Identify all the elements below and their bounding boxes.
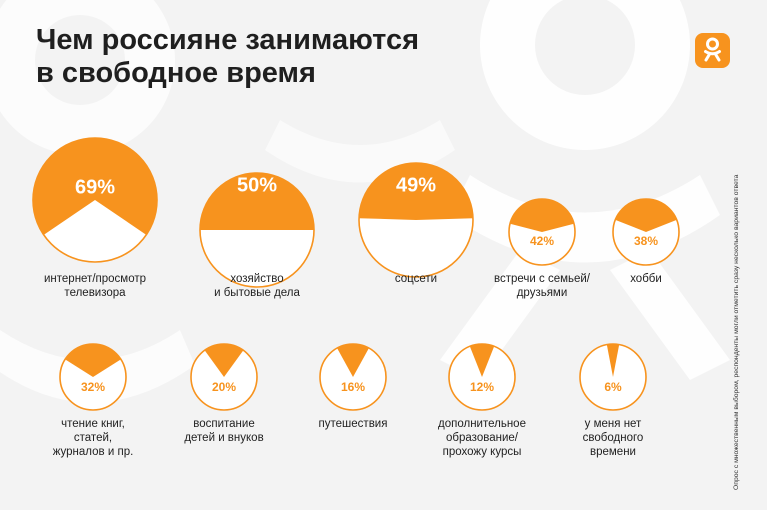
- pie-slice: [200, 173, 314, 230]
- pie-slice: [337, 344, 369, 377]
- value-label: 69%: [75, 176, 115, 198]
- pie-slice: [606, 344, 620, 377]
- footnote: Опрос с множественным выбором, респонден…: [733, 174, 740, 490]
- odnoklassniki-logo-icon: [695, 33, 730, 68]
- value-label: 16%: [341, 380, 365, 394]
- category-label: у меня нет свободного времени: [582, 418, 644, 458]
- pie-slice: [510, 198, 574, 232]
- value-label: 20%: [212, 380, 236, 394]
- title-line-2: в свободное время: [36, 57, 316, 89]
- value-label: 38%: [634, 234, 658, 248]
- value-label: 49%: [396, 174, 436, 196]
- value-label: 12%: [470, 380, 494, 394]
- category-label: воспитание детей и внуков: [184, 418, 264, 444]
- pie-slice: [204, 344, 244, 377]
- pie-slice: [469, 344, 495, 377]
- pie-slice: [32, 138, 157, 235]
- category-label: соцсети: [394, 273, 438, 285]
- page-title: Чем россияне занимаются в свободное врем…: [36, 24, 419, 90]
- pie-slice: [615, 199, 677, 232]
- category-label: путешествия: [318, 418, 388, 430]
- pie-slice: [359, 163, 473, 220]
- pie-slice: [65, 344, 121, 377]
- category-label: интернет/просмотр телевизора: [43, 273, 147, 299]
- value-label: 50%: [237, 174, 277, 196]
- title-line-1: Чем россияне занимаются: [36, 24, 420, 56]
- value-label: 6%: [604, 380, 622, 394]
- category-label: встречи с семьей/друзьями: [493, 273, 591, 299]
- category-label: чтение книг, статей, журналов и пр.: [52, 418, 134, 458]
- value-label: 42%: [530, 234, 554, 248]
- category-label: дополнительное образование/прохожу курсы: [438, 418, 526, 458]
- category-label: хобби: [630, 273, 662, 285]
- category-label: хозяйство и бытовые дела: [214, 273, 300, 299]
- value-label: 32%: [81, 380, 105, 394]
